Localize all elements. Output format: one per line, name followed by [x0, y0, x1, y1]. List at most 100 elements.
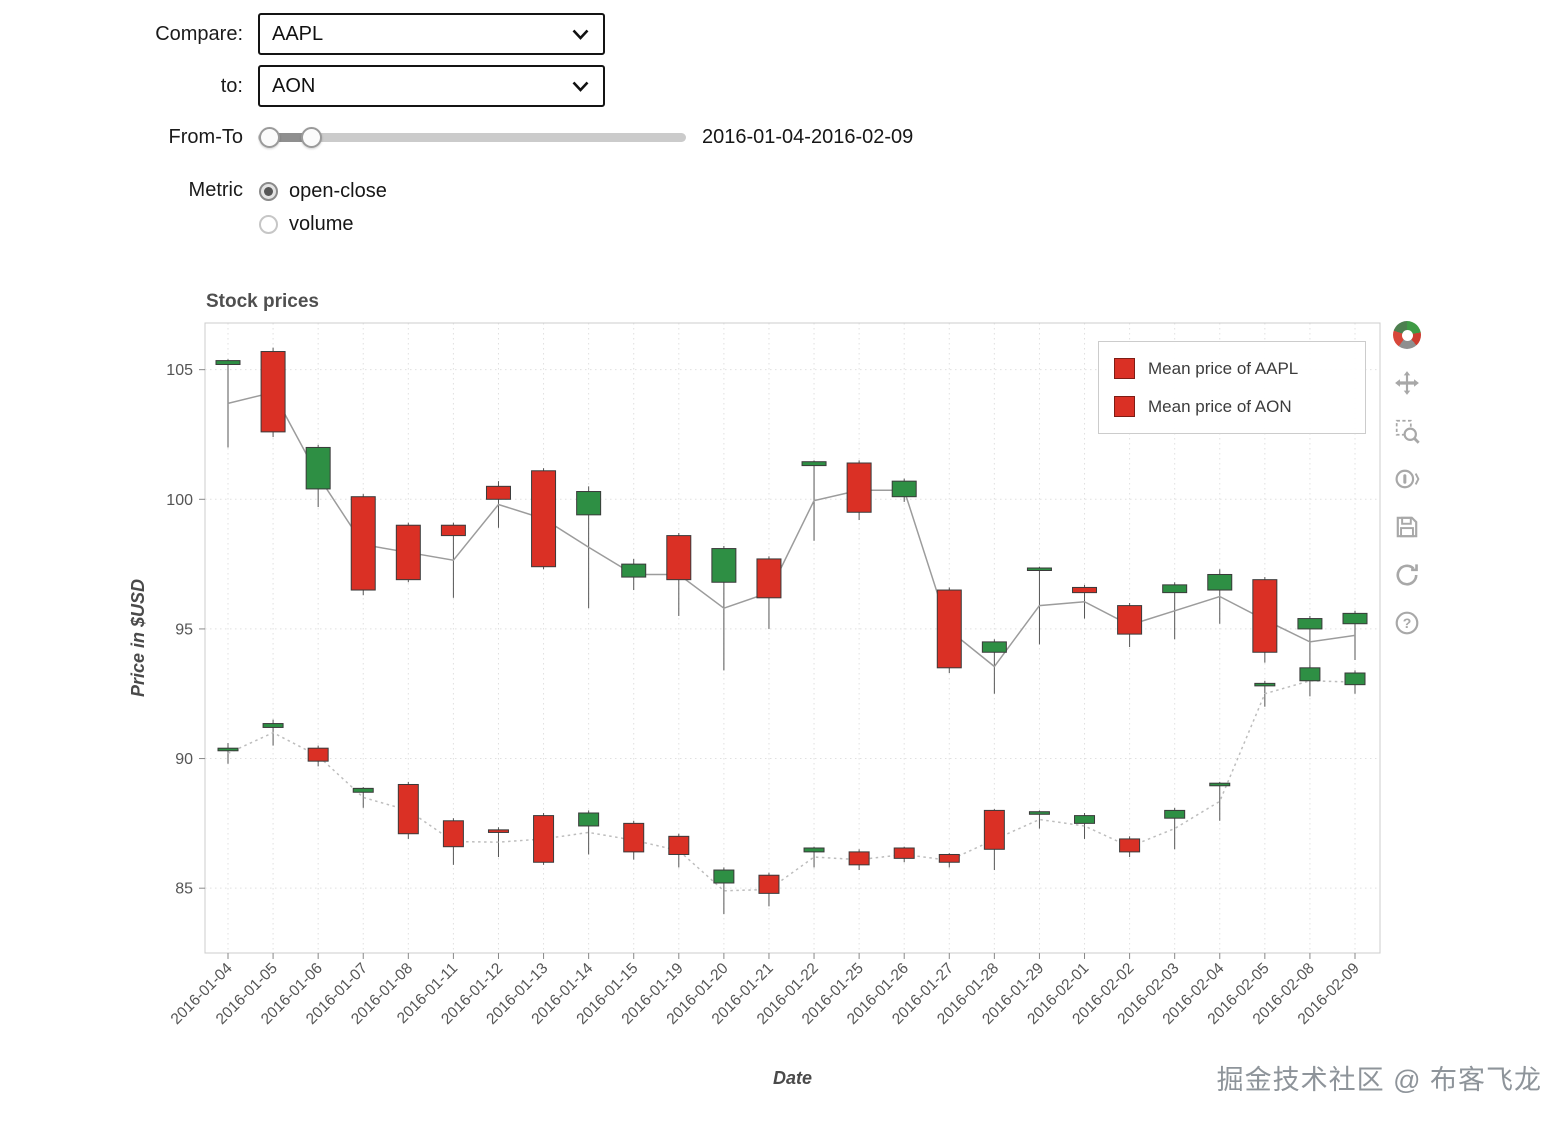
- candle: [352, 787, 374, 793]
- candle: [1252, 579, 1278, 653]
- slider-track[interactable]: [258, 133, 686, 142]
- candle: [1026, 567, 1052, 571]
- watermark: 掘金技术社区 @ 布客飞龙: [1216, 1065, 1542, 1095]
- candle: [803, 847, 825, 853]
- reset-icon: [1396, 564, 1418, 586]
- candle: [1342, 612, 1368, 625]
- slider-handle-start[interactable]: [259, 127, 280, 148]
- candle: [1162, 584, 1188, 594]
- wheel-zoom-button[interactable]: [1392, 464, 1422, 494]
- svg-text:?: ?: [1403, 615, 1412, 631]
- candle: [440, 524, 466, 537]
- candle: [576, 491, 602, 516]
- candle: [893, 847, 915, 859]
- box-zoom-button[interactable]: [1392, 416, 1422, 446]
- box-zoom-icon: [1395, 419, 1420, 444]
- legend-swatch-aon: [1114, 396, 1135, 417]
- candle: [531, 470, 557, 568]
- radio-dot: [264, 186, 273, 196]
- compare-select-value: AAPL: [272, 22, 324, 45]
- candle: [938, 853, 960, 863]
- candle: [1297, 618, 1323, 630]
- help-button[interactable]: ?: [1392, 608, 1422, 638]
- bokeh-logo-center: [1401, 329, 1413, 341]
- help-icon: ?: [1395, 611, 1419, 635]
- to-label: to:: [220, 74, 243, 97]
- candle: [217, 747, 239, 752]
- candle: [1074, 815, 1096, 824]
- chevron-down-icon: [572, 29, 589, 40]
- svg-text:100: 100: [166, 492, 193, 509]
- candle: [305, 446, 331, 490]
- candle: [1207, 573, 1233, 591]
- candle: [666, 535, 692, 581]
- candle: [442, 820, 464, 848]
- candle: [623, 822, 645, 853]
- legend-label-aon: Mean price of AON: [1148, 396, 1292, 416]
- metric-option-open-close[interactable]: open-close: [259, 176, 387, 206]
- candle: [307, 747, 329, 762]
- candle: [711, 548, 737, 583]
- candle: [621, 563, 647, 578]
- chart-title: Stock prices: [206, 291, 319, 312]
- metric-label: Metric: [188, 178, 243, 201]
- chevron-down-icon: [572, 81, 589, 92]
- svg-text:85: 85: [175, 881, 193, 898]
- legend-swatch-aapl: [1114, 358, 1135, 379]
- candle: [983, 809, 1005, 850]
- candle: [533, 815, 555, 863]
- candle: [1028, 811, 1050, 815]
- to-select-value: AON: [272, 74, 316, 97]
- svg-text:105: 105: [166, 362, 193, 379]
- date-range-slider[interactable]: [258, 116, 688, 158]
- metric-radio-volume[interactable]: [259, 214, 278, 234]
- metric-option-label[interactable]: open-close: [289, 179, 387, 202]
- candle: [981, 641, 1007, 653]
- candle: [848, 851, 870, 866]
- legend-item-aapl[interactable]: Mean price of AAPL: [1114, 355, 1350, 382]
- aon-series: [217, 665, 1366, 915]
- candle: [891, 480, 917, 498]
- stock-chart: Stock prices 85 90 95 100 105 2016-01-04 2016-…: [130, 283, 1420, 1108]
- metric-option-volume[interactable]: volume: [259, 209, 353, 239]
- svg-text:95: 95: [175, 621, 193, 638]
- candle: [350, 496, 376, 591]
- bokeh-toolbar: ?: [1388, 320, 1426, 638]
- save-button[interactable]: [1392, 512, 1422, 542]
- candle: [260, 351, 286, 433]
- candle: [801, 461, 827, 467]
- wheel-zoom-icon: [1395, 469, 1420, 489]
- bokeh-logo-icon[interactable]: [1392, 320, 1422, 350]
- candle: [215, 360, 241, 365]
- candle: [713, 869, 735, 884]
- compare-select[interactable]: AAPL: [258, 13, 605, 55]
- candle: [578, 812, 600, 827]
- reset-button[interactable]: [1392, 560, 1422, 590]
- compare-label: Compare:: [155, 22, 243, 45]
- candle: [756, 558, 782, 599]
- legend-label-aapl: Mean price of AAPL: [1148, 358, 1299, 378]
- candlestick-plot[interactable]: 8590951001052016-01-042016-01-052016-01-…: [130, 283, 1410, 1108]
- candle: [846, 462, 872, 513]
- slider-handle-end[interactable]: [301, 127, 322, 148]
- legend[interactable]: Mean price of AAPL Mean price of AON: [1098, 341, 1366, 434]
- to-select[interactable]: AON: [258, 65, 605, 107]
- pan-icon: [1395, 371, 1419, 395]
- pan-tool-button[interactable]: [1392, 368, 1422, 398]
- candle: [1344, 672, 1366, 686]
- metric-option-label[interactable]: volume: [289, 212, 354, 235]
- candle: [1117, 605, 1143, 635]
- metric-radio-open-close[interactable]: [259, 181, 278, 201]
- candle: [397, 783, 419, 835]
- bokeh-logo-ring: [1393, 321, 1421, 349]
- candle: [1164, 809, 1186, 819]
- candle: [758, 874, 780, 894]
- legend-item-aon[interactable]: Mean price of AON: [1114, 393, 1350, 420]
- plot-frame: [204, 322, 1381, 954]
- candle: [1254, 682, 1276, 687]
- candle: [668, 835, 690, 855]
- date-range-value: 2016-01-04-2016-02-09: [702, 125, 914, 148]
- candle: [936, 589, 962, 669]
- mean-line-aon: [227, 680, 1356, 892]
